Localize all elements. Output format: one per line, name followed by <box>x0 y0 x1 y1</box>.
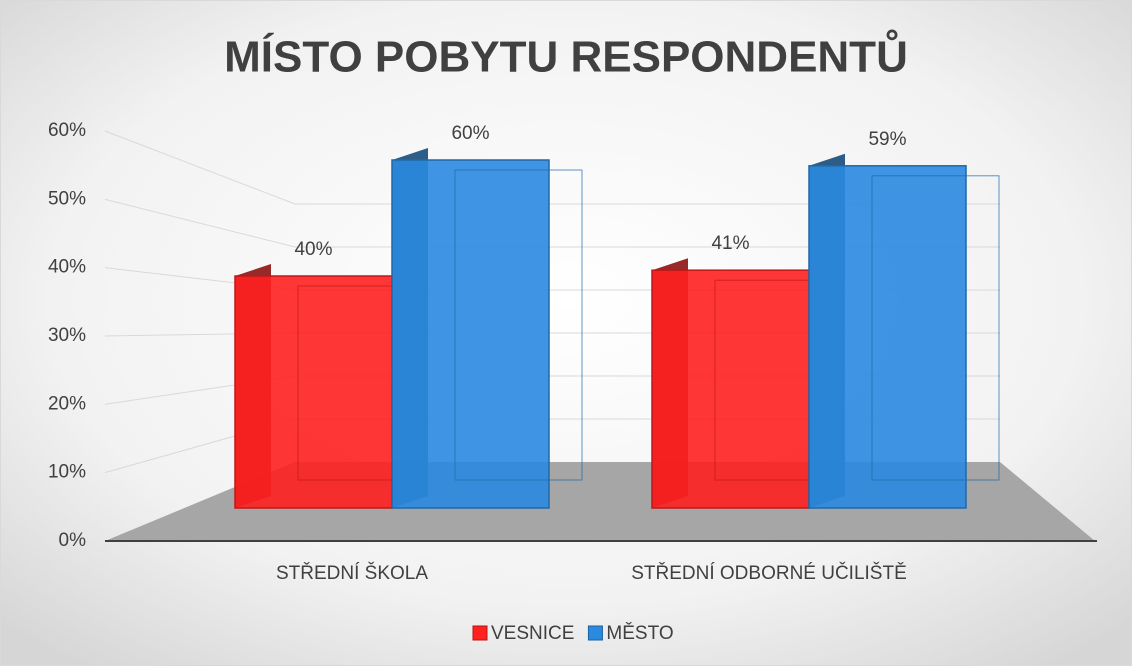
bar <box>391 159 550 509</box>
bar <box>808 165 967 509</box>
y-tick-label: 40% <box>48 257 86 278</box>
value-label: 40% <box>294 239 332 260</box>
grid-line <box>104 130 1000 205</box>
y-tick-label: 0% <box>59 530 87 551</box>
value-label: 60% <box>451 123 489 144</box>
x-tick-label: STŘEDNÍ ODBORNÉ UČILIŠTĚ <box>631 562 907 584</box>
legend-swatch <box>472 625 488 641</box>
bar-back-edge <box>871 175 1000 481</box>
y-tick-label: 10% <box>48 462 86 483</box>
x-tick-label: STŘEDNÍ ŠKOLA <box>276 562 428 584</box>
value-label: 41% <box>711 233 749 254</box>
legend-label: MĚSTO <box>606 622 673 644</box>
chart-title: MÍSTO POBYTU RESPONDENTŮ <box>224 28 908 82</box>
y-tick-label: 60% <box>48 120 86 141</box>
bar <box>651 269 810 509</box>
y-tick-label: 50% <box>48 188 86 209</box>
y-tick-label: 30% <box>48 325 86 346</box>
grid-line <box>104 198 1000 248</box>
y-tick-label: 20% <box>48 393 86 414</box>
legend-swatch <box>587 625 603 641</box>
bar <box>234 275 393 509</box>
legend-label: VESNICE <box>491 623 574 644</box>
bar-back-edge <box>454 169 583 481</box>
value-label: 59% <box>868 129 906 150</box>
